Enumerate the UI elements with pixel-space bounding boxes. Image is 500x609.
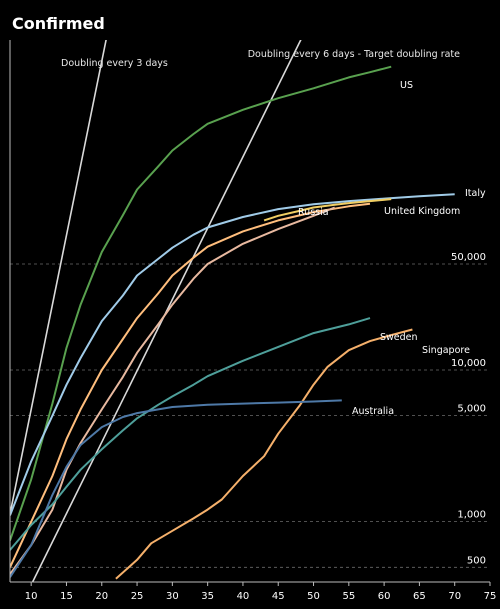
x-tick-label: 70 [448, 591, 461, 602]
x-tick-label: 45 [272, 591, 285, 602]
x-tick-label: 25 [131, 591, 144, 602]
series-line-russia-tan [10, 208, 335, 575]
series-labels: Doubling every 3 days Doubling every 6 da… [61, 49, 486, 417]
x-tick-label: 20 [95, 591, 108, 602]
reference-line [10, 0, 490, 609]
reference-line-label: Doubling every 3 days [61, 58, 168, 69]
series-label-russia: Russia [298, 207, 329, 218]
reference-line-label: Doubling every 6 days - Target doubling … [248, 49, 460, 60]
y-tick-label: 1,000 [457, 510, 486, 521]
x-tick-label: 75 [484, 591, 497, 602]
x-tick-label: 40 [237, 591, 250, 602]
series-label-sweden: Sweden [380, 332, 418, 343]
reference-lines [10, 0, 490, 609]
series-lines [10, 67, 455, 579]
gridlines [10, 264, 490, 567]
series-line-sweden [10, 318, 370, 550]
series-label-united-kingdom: United Kingdom [384, 206, 460, 217]
x-tick-label: 60 [378, 591, 391, 602]
y-tick-label: 500 [467, 555, 486, 566]
series-label-us: US [400, 80, 413, 91]
y-tick-label: 50,000 [451, 252, 486, 263]
series-line-singapore [116, 330, 413, 579]
x-tick-label: 30 [166, 591, 179, 602]
series-label-singapore: Singapore [422, 345, 470, 356]
series-line-italy [10, 194, 455, 515]
x-tick-label: 15 [60, 591, 73, 602]
x-tick-label: 65 [413, 591, 426, 602]
series-label-italy: Italy [465, 188, 486, 199]
x-tick-label: 50 [307, 591, 320, 602]
x-tick-label: 35 [201, 591, 214, 602]
y-tick-label: 10,000 [451, 358, 486, 369]
x-tick-label: 55 [342, 591, 355, 602]
series-label-australia: Australia [352, 406, 394, 417]
axes: 500 1,000 5,000 10,000 50,000 10 15 20 25 30 35 40 4… [10, 40, 496, 602]
x-tick-label: 10 [25, 591, 38, 602]
y-tick-label: 5,000 [457, 404, 486, 415]
